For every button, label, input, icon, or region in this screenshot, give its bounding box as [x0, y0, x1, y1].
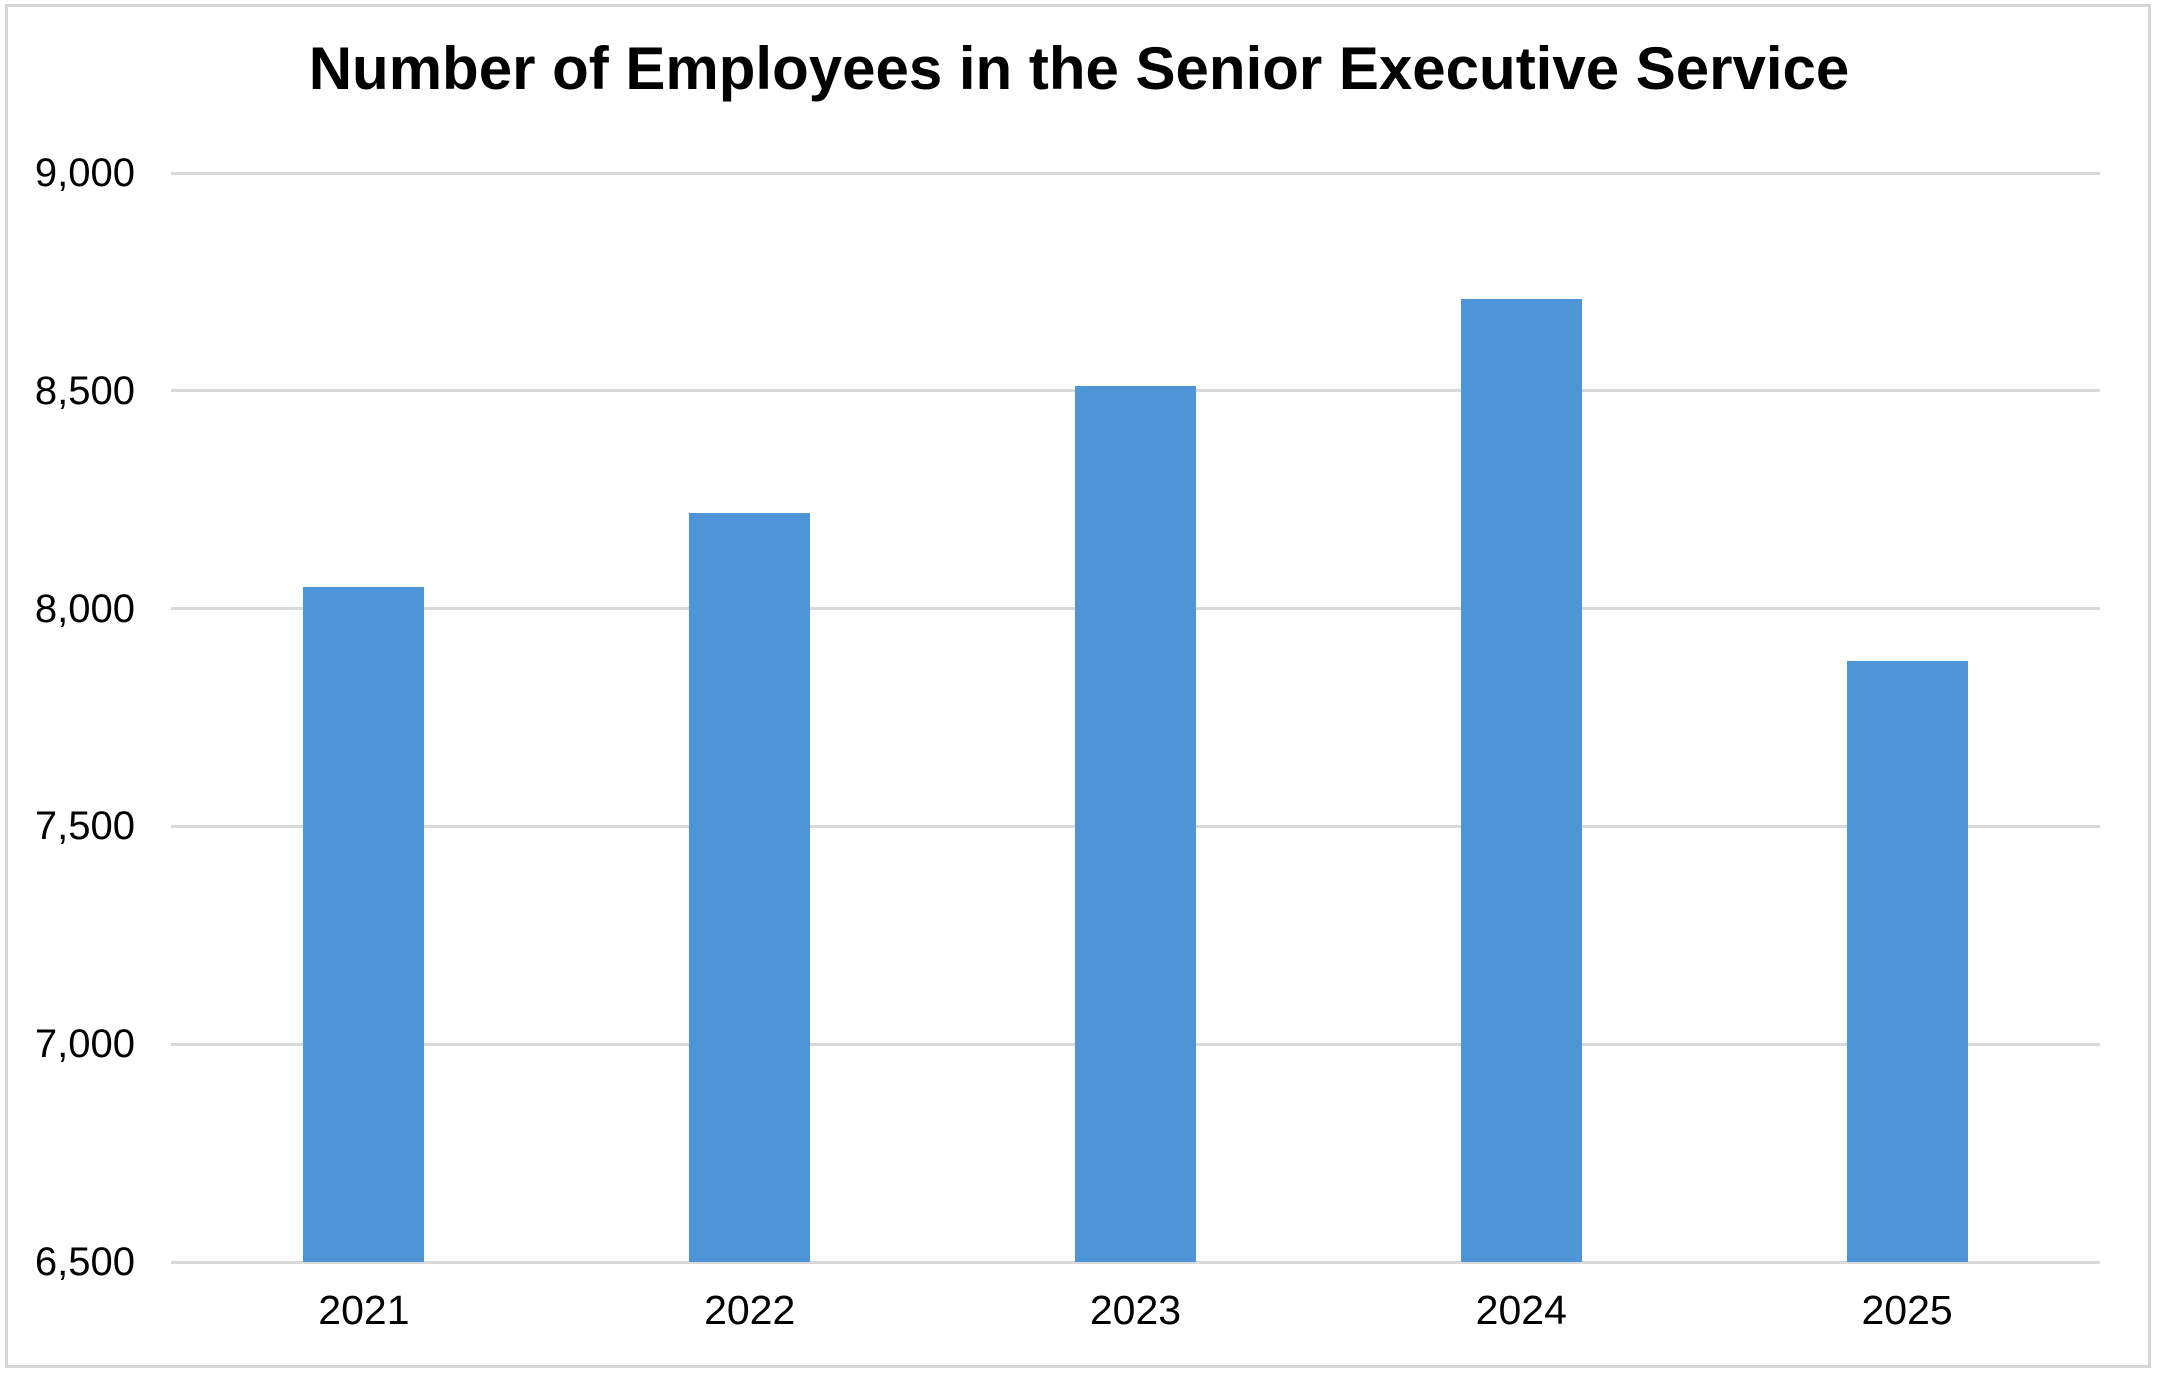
bar-2023 — [1074, 386, 1197, 1262]
bar-2022 — [689, 512, 811, 1262]
y-tick-label: 6,500 — [34, 1240, 135, 1284]
x-tick-label: 2021 — [318, 1287, 410, 1333]
y-tick-label: 8,500 — [34, 368, 135, 413]
x-tick-label: 2023 — [1089, 1287, 1182, 1333]
gridline — [171, 1260, 2100, 1264]
bar-2021 — [303, 586, 425, 1262]
y-tick-label: 7,000 — [34, 1022, 135, 1067]
chart-title: Number of Employees in the Senior Execut… — [308, 35, 1850, 102]
y-tick-label: 7,500 — [34, 804, 135, 849]
bar-2024 — [1460, 299, 1582, 1262]
x-axis: 2021 2022 2023 2024 2025 — [171, 1262, 2100, 1352]
plot-area — [171, 171, 2100, 1264]
x-tick-label: 2025 — [1861, 1287, 1953, 1333]
y-tick-label: 9,000 — [34, 151, 135, 195]
y-tick-label: 8,000 — [34, 586, 135, 631]
gridline — [171, 171, 2100, 175]
bar-2025 — [1846, 660, 1968, 1262]
x-tick-label: 2022 — [704, 1287, 796, 1333]
x-tick-label: 2024 — [1475, 1287, 1567, 1333]
y-axis: 9,000 8,500 8,000 7,500 7,000 6,500 — [0, 153, 140, 1282]
